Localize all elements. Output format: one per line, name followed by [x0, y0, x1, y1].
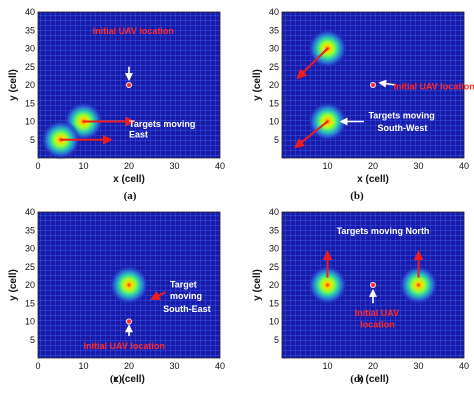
y-tick-label: 25	[269, 262, 279, 272]
annotation-3: East	[129, 130, 148, 140]
plot-frame	[37, 11, 221, 159]
y-tick-label: 30	[25, 44, 35, 54]
y-tick-label: 20	[269, 80, 279, 90]
y-tick-label: 30	[269, 244, 279, 254]
y-tick-label: 10	[269, 117, 279, 127]
annotation-1: Initial UAV location	[393, 81, 474, 91]
y-axis-label: y (cell)	[252, 269, 263, 301]
motion-arrow-1	[296, 47, 329, 80]
y-tick-label: 15	[25, 98, 35, 108]
y-tick-label: 10	[25, 117, 35, 127]
y-tick-label: 20	[25, 80, 35, 90]
x-tick-label: 20	[124, 361, 134, 371]
x-tick-label: 40	[459, 161, 469, 171]
x-axis-label: x (cell)	[113, 174, 145, 185]
y-tick-label: 20	[25, 280, 35, 290]
y-tick-label: 5	[30, 335, 35, 345]
y-tick-label: 25	[25, 262, 35, 272]
y-tick-label: 35	[25, 25, 35, 35]
x-tick-label: 40	[215, 161, 225, 171]
y-tick-label: 40	[269, 207, 279, 217]
y-axis-label: y (cell)	[8, 69, 19, 101]
annotation-3: location	[360, 319, 395, 329]
annotation-2: Targets moving	[129, 119, 195, 129]
panel-label: (c)	[110, 373, 123, 385]
y-tick-label: 5	[30, 135, 35, 145]
y-tick-label: 30	[269, 44, 279, 54]
annotation-1: Initial UAV location	[93, 26, 174, 36]
target-blob-1	[307, 265, 348, 305]
y-tick-label: 35	[269, 225, 279, 235]
panel-label: (b)	[350, 190, 364, 202]
annotation-2: Initial UAV	[355, 308, 399, 318]
x-axis-label: x (cell)	[113, 374, 145, 385]
y-tick-label: 35	[25, 225, 35, 235]
x-tick-label: 0	[35, 161, 40, 171]
pointer-arrow-3	[378, 79, 396, 88]
y-tick-label: 15	[269, 98, 279, 108]
y-tick-label: 25	[25, 62, 35, 72]
y-tick-label: 10	[269, 317, 279, 327]
annotation-2: Targets moving	[368, 111, 434, 121]
panel-label: (a)	[124, 190, 137, 202]
y-tick-label: 40	[25, 7, 35, 17]
x-tick-label: 20	[124, 161, 134, 171]
x-tick-label: 20	[368, 361, 378, 371]
x-tick-label: 0	[35, 361, 40, 371]
target-blob-1	[109, 265, 149, 305]
y-tick-label: 20	[269, 280, 279, 290]
plot-frame	[281, 211, 465, 359]
panel-2: Initial UAV location Targets moving South-…	[252, 7, 474, 202]
annotation-3: South-West	[378, 123, 428, 133]
x-tick-label: 40	[215, 361, 225, 371]
x-tick-label: 10	[322, 361, 332, 371]
y-tick-label: 30	[25, 244, 35, 254]
x-tick-label: 30	[413, 161, 423, 171]
uav-marker	[126, 82, 133, 89]
x-axis-label: x (cell)	[357, 374, 389, 385]
annotation-1: Targets moving North	[337, 226, 430, 236]
x-tick-label: 30	[169, 161, 179, 171]
y-axis-label: y (cell)	[252, 69, 263, 101]
y-tick-label: 40	[25, 207, 35, 217]
motion-arrow-2	[294, 120, 329, 149]
x-tick-label: 20	[368, 161, 378, 171]
y-tick-label: 15	[269, 298, 279, 308]
x-tick-label: 30	[169, 361, 179, 371]
uav-marker	[126, 318, 133, 325]
x-tick-label: 10	[78, 161, 88, 171]
x-tick-label: 40	[459, 361, 469, 371]
y-tick-label: 5	[274, 335, 279, 345]
x-tick-label: 10	[78, 361, 88, 371]
y-tick-label: 15	[25, 298, 35, 308]
y-tick-label: 10	[25, 317, 35, 327]
target-blob-2	[398, 265, 439, 305]
motion-arrow-1	[149, 290, 166, 300]
plot-frame	[281, 11, 465, 159]
annotation-4: Initial UAV location	[84, 341, 165, 351]
y-tick-label: 5	[274, 135, 279, 145]
uav-marker	[369, 281, 376, 288]
annotation-2: moving	[170, 291, 202, 301]
y-tick-label: 40	[269, 7, 279, 17]
uav-marker	[369, 82, 376, 89]
y-tick-label: 35	[269, 25, 279, 35]
panel-label: (d)	[350, 373, 364, 385]
plot-frame	[37, 211, 221, 359]
annotation-1: Target	[170, 280, 197, 290]
annotation-3: South-East	[163, 304, 211, 314]
x-tick-label: 30	[413, 361, 423, 371]
y-axis-label: y (cell)	[8, 269, 19, 301]
y-tick-label: 25	[269, 62, 279, 72]
x-axis-label: x (cell)	[357, 174, 389, 185]
x-tick-label: 10	[322, 161, 332, 171]
